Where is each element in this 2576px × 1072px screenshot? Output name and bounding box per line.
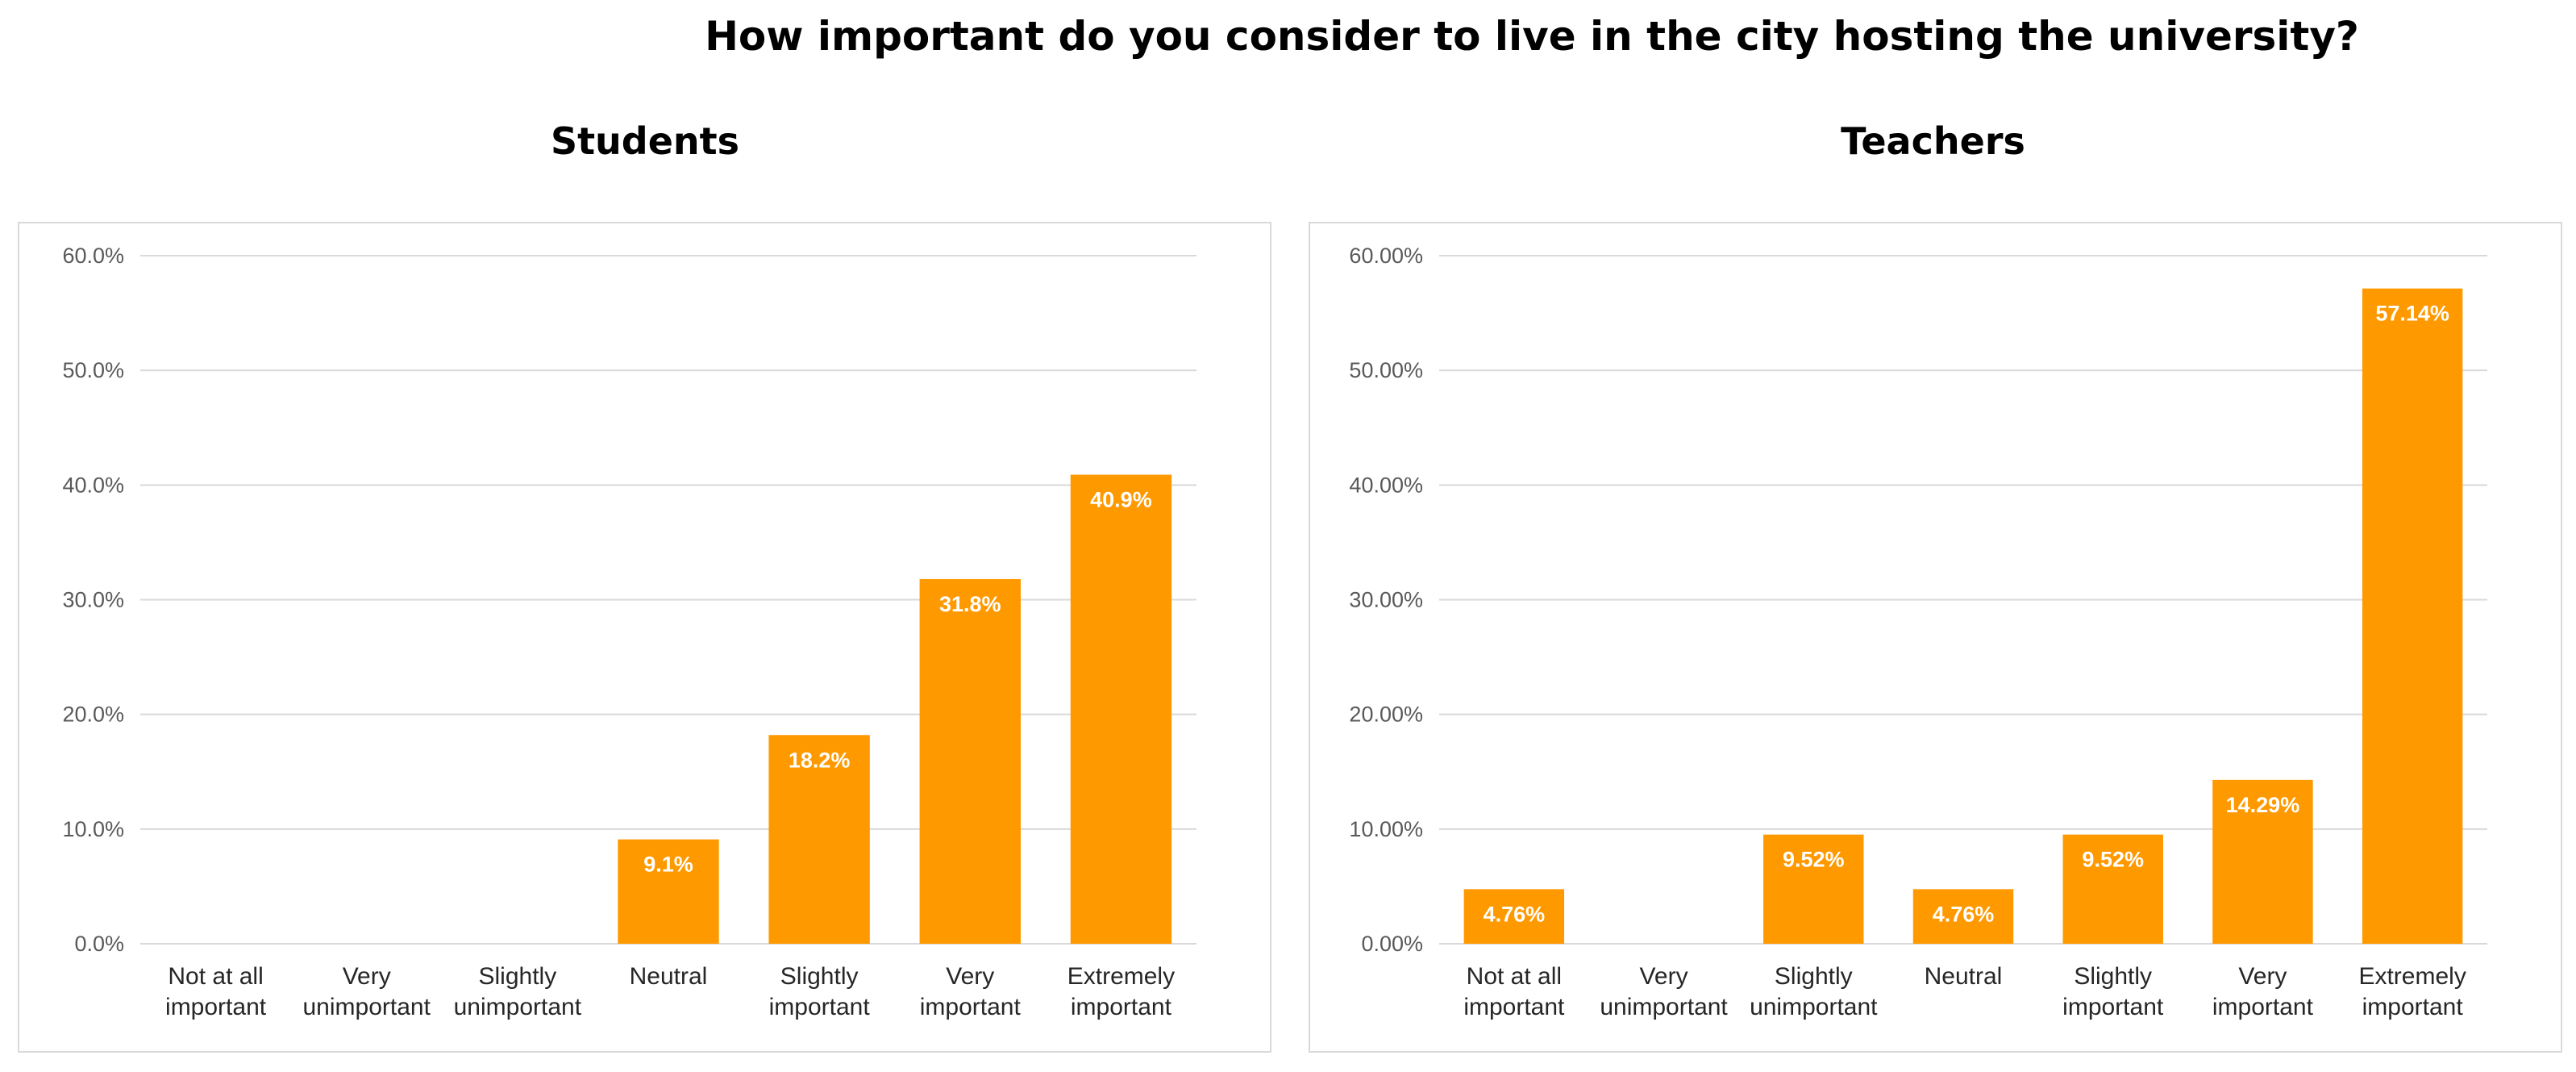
teachers-y-tick-label: 20.00% bbox=[1349, 703, 1423, 727]
teachers-y-tick-label: 30.00% bbox=[1349, 588, 1423, 612]
students-category-label: important bbox=[1071, 994, 1172, 1020]
students-chart-title: Students bbox=[550, 119, 740, 163]
teachers-bar bbox=[2212, 779, 2313, 944]
teachers-data-label: 4.76% bbox=[1484, 902, 1546, 926]
teachers-data-label: 9.52% bbox=[2082, 848, 2144, 872]
students-category-label: important bbox=[769, 994, 871, 1020]
teachers-category-label: Neutral bbox=[1925, 963, 2003, 990]
teachers-category-label: important bbox=[2362, 994, 2464, 1020]
teachers-data-label: 4.76% bbox=[1933, 902, 1995, 926]
teachers-category-label: important bbox=[2062, 994, 2164, 1020]
students-category-label: Very bbox=[946, 963, 994, 990]
students-y-tick-label: 0.0% bbox=[74, 932, 124, 956]
students-y-tick-label: 40.0% bbox=[62, 473, 124, 497]
students-bar-chart: 0.0% 10.0% 20.0% 30.0% 40.0% 50.0% 60.0% Not at… bbox=[62, 244, 1196, 1020]
teachers-category-label: important bbox=[1463, 994, 1565, 1020]
students-data-label: 40.9% bbox=[1090, 488, 1152, 512]
teachers-bar bbox=[1463, 889, 1565, 944]
students-category-label: important bbox=[165, 994, 267, 1020]
teachers-y-tick-label: 10.00% bbox=[1349, 817, 1423, 841]
students-data-label: 31.8% bbox=[939, 592, 1001, 616]
teachers-y-tick-label: 40.00% bbox=[1349, 473, 1423, 497]
students-y-tick-label: 10.0% bbox=[62, 817, 124, 841]
students-y-tick-label: 30.0% bbox=[62, 588, 124, 612]
students-y-tick-label: 60.0% bbox=[62, 244, 124, 268]
students-category-label: unimportant bbox=[302, 994, 431, 1020]
students-category-label: Neutral bbox=[630, 963, 708, 990]
teachers-category-label: Slightly bbox=[1775, 963, 1853, 990]
teachers-data-label: 14.29% bbox=[2226, 793, 2300, 817]
students-category-label: important bbox=[920, 994, 1022, 1020]
teachers-y-tick-label: 0.00% bbox=[1361, 932, 1423, 956]
teachers-bar-chart: 0.00% 10.00% 20.00% 30.00% 40.00% 50.00% 60.00… bbox=[1349, 244, 2487, 1020]
teachers-chart-panel: 0.00% 10.00% 20.00% 30.00% 40.00% 50.00% 60.00… bbox=[1309, 222, 2562, 1053]
teachers-category-label: Very bbox=[1640, 963, 1688, 990]
teachers-category-label: Very bbox=[2238, 963, 2287, 990]
teachers-y-tick-label: 50.00% bbox=[1349, 358, 1423, 382]
teachers-category-label: Slightly bbox=[2074, 963, 2152, 990]
teachers-bar bbox=[2062, 834, 2163, 944]
students-bar bbox=[919, 578, 1021, 944]
students-category-label: Slightly bbox=[478, 963, 556, 990]
teachers-bar bbox=[1912, 889, 2014, 944]
teachers-category-label: Not at all bbox=[1467, 963, 1562, 990]
teachers-bar bbox=[1763, 834, 1864, 944]
students-category-label: Not at all bbox=[168, 963, 263, 990]
students-category-label: Very bbox=[343, 963, 391, 990]
students-category-label: Extremely bbox=[1067, 963, 1175, 990]
teachers-category-label: Extremely bbox=[2358, 963, 2466, 990]
students-bar bbox=[1070, 474, 1172, 944]
students-bar bbox=[618, 839, 719, 944]
students-category-label: Slightly bbox=[780, 963, 859, 990]
teachers-data-label: 57.14% bbox=[2375, 302, 2449, 326]
figure-title: How important do you consider to live in… bbox=[705, 13, 2359, 60]
students-bar bbox=[768, 735, 870, 944]
teachers-bar bbox=[2362, 288, 2463, 944]
teachers-category-label: important bbox=[2212, 994, 2314, 1020]
teachers-category-label: unimportant bbox=[1750, 994, 1878, 1020]
students-data-label: 18.2% bbox=[789, 748, 851, 772]
teachers-y-tick-label: 60.00% bbox=[1349, 244, 1423, 268]
teachers-category-label: unimportant bbox=[1600, 994, 1728, 1020]
students-data-label: 9.1% bbox=[643, 853, 693, 877]
teachers-chart-title: Teachers bbox=[1841, 119, 2025, 163]
students-y-tick-label: 50.0% bbox=[62, 358, 124, 382]
teachers-data-label: 9.52% bbox=[1783, 848, 1845, 872]
students-chart-panel: 0.0% 10.0% 20.0% 30.0% 40.0% 50.0% 60.0% Not at… bbox=[18, 222, 1271, 1053]
students-y-tick-label: 20.0% bbox=[62, 703, 124, 727]
students-category-label: unimportant bbox=[454, 994, 582, 1020]
